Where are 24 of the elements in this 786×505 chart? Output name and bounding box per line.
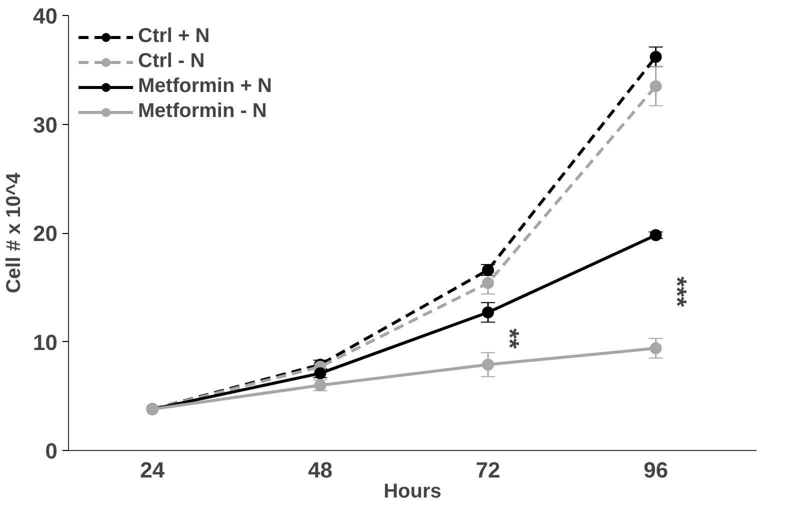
- point: [482, 277, 494, 290]
- point: [482, 306, 494, 318]
- point: [650, 50, 662, 63]
- y-tick-label: 20: [33, 221, 58, 246]
- annotation: **: [494, 328, 525, 350]
- x-tick-label: 48: [308, 458, 332, 482]
- x-tick-label: 72: [476, 458, 500, 482]
- legend-label: Ctrl + N: [138, 25, 210, 48]
- point: [482, 358, 494, 371]
- y-tick-label: 10: [33, 330, 58, 355]
- y-tick-label: 40: [33, 4, 58, 28]
- y-axis-title: Cell # x 10^4: [3, 172, 26, 294]
- legend-label: Metformin + N: [138, 75, 272, 98]
- legend-label: Metformin - N: [138, 100, 267, 123]
- point: [650, 342, 662, 354]
- legend-label: Ctrl - N: [138, 50, 205, 73]
- x-axis-title: Hours: [384, 480, 442, 502]
- annotation: ***: [662, 276, 693, 308]
- point: [650, 80, 662, 92]
- x-tick-label: 24: [140, 458, 166, 482]
- y-tick-label: 0: [45, 438, 58, 464]
- point: [650, 229, 662, 242]
- y-tick-label: 30: [33, 112, 58, 138]
- x-tick-label: 96: [644, 458, 668, 482]
